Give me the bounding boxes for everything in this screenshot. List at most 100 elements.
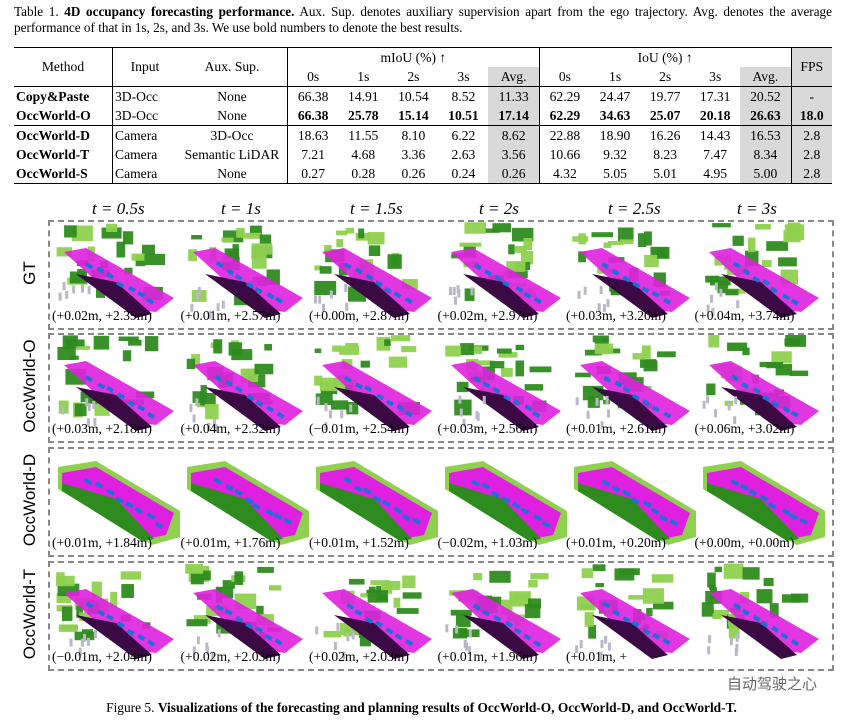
scene-cell — [56, 335, 182, 440]
scene-cell — [443, 335, 569, 440]
occupancy-visualization — [575, 335, 690, 431]
table-cell: 9.32 — [603, 146, 627, 162]
table-cell: 19.77 — [649, 88, 681, 104]
header-miou: mIoU (%) ↑ — [287, 47, 540, 67]
table-cell: 34.63 — [599, 107, 631, 123]
watermark: 自动驾驶之心 — [726, 675, 817, 693]
occupancy-visualization — [57, 335, 174, 431]
table-cell: 2.63 — [451, 146, 476, 162]
table-cell: 7.47 — [703, 146, 728, 162]
occupancy-visualization — [56, 223, 174, 318]
scene-cell — [185, 335, 311, 440]
table-cell: - — [790, 86, 832, 106]
table-cell: 25.07 — [649, 107, 681, 123]
table-cell: None — [217, 107, 247, 123]
table-cell: Camera — [112, 145, 177, 164]
table-cell: Copy&Paste — [16, 88, 90, 104]
table-caption: Table 1. 4D occupancy forecasting perfor… — [14, 4, 833, 35]
table-cell: 24.47 — [599, 88, 631, 104]
scene-cell — [443, 222, 569, 327]
scene-cell — [701, 563, 827, 668]
table-cell: None — [217, 88, 247, 104]
table-cell: 4.32 — [538, 164, 591, 184]
ego-coordinate: (+0.01m, +2.61m) — [566, 421, 666, 436]
table-cell: 18.90 — [599, 127, 631, 143]
ego-coordinate: (+0.01m, +1.76m) — [180, 535, 281, 550]
header-method: Method — [14, 47, 113, 87]
scene-cell — [314, 449, 440, 554]
table-cell: Camera — [112, 164, 177, 184]
table-cell: 3D-Occ — [112, 86, 177, 106]
ego-coordinate: (+0.01m, +0.20m) — [566, 535, 666, 550]
scene-cell — [443, 563, 569, 668]
header-iou: IoU (%) ↑ — [538, 47, 791, 67]
ego-coordinate: (+0.02m, +2.03m) — [180, 649, 281, 664]
row-label: OccWorld-D — [20, 453, 39, 547]
ego-coordinate: (+0.01m, +1.96m) — [437, 649, 538, 664]
occupancy-visualization — [703, 461, 825, 545]
occupancy-visualization — [705, 222, 819, 318]
ego-coordinate: (+0.03m, +2.18m) — [52, 421, 152, 436]
ego-coordinate: (+0.04m, +3.74m) — [694, 308, 795, 323]
occupancy-visualization — [185, 563, 303, 660]
table-cell: 26.63 — [740, 106, 791, 126]
table-cell: 14.91 — [348, 88, 379, 104]
table-cell: 3.56 — [488, 145, 540, 164]
table-cell: 10.51 — [448, 107, 479, 123]
table-cell: 20.18 — [699, 107, 731, 123]
scene-cell — [56, 563, 182, 668]
header-sub: 0s — [287, 67, 339, 87]
header-sub: 3s — [457, 68, 470, 84]
scene-cell — [572, 449, 698, 554]
header-sub: 0s — [538, 67, 591, 87]
table-cell: 15.14 — [398, 107, 429, 123]
occupancy-visualization — [314, 227, 432, 318]
table-cell: 11.55 — [348, 127, 379, 143]
table-cell: 4.68 — [351, 146, 376, 162]
scene-cell — [443, 449, 569, 554]
header-sub: 1s — [357, 68, 370, 84]
occupancy-visualization — [187, 461, 309, 545]
scene-cell — [314, 222, 440, 327]
ego-coordinate: (+0.02m, +2.39m) — [52, 308, 152, 323]
time-label: t = 0.5s — [92, 199, 145, 218]
ego-coordinate: (+0.06m, +3.02m) — [694, 421, 795, 436]
table-cell: 10.54 — [398, 88, 429, 104]
scene-cell — [572, 563, 698, 668]
ego-coordinate: (−0.02m, +1.03m) — [437, 535, 538, 550]
table-cell: 2.8 — [790, 145, 832, 164]
occupancy-visualization — [186, 339, 303, 433]
table-cell: 25.78 — [348, 107, 379, 123]
table-cell: 18.63 — [287, 125, 339, 145]
table-cell: 6.22 — [451, 127, 476, 143]
occupancy-visualization — [56, 571, 174, 659]
occupancy-visualization — [314, 335, 432, 431]
ego-coordinate: (+0.01m, +2.57m) — [180, 308, 281, 323]
scene-cell — [701, 449, 827, 554]
row-label: OccWorld-T — [20, 568, 39, 660]
table-cell: 5.00 — [740, 164, 791, 184]
scene-cell — [701, 335, 827, 440]
table-cell: 11.33 — [488, 86, 540, 106]
header-sub: Avg. — [488, 67, 540, 87]
figure-caption: Figure 5. Visualizations of the forecast… — [106, 700, 737, 715]
header-sub: Avg. — [740, 67, 791, 87]
table-cell: 0.26 — [488, 164, 540, 184]
table-cell: 8.34 — [740, 145, 791, 164]
scene-cell — [572, 335, 698, 440]
occupancy-visualization — [58, 461, 180, 545]
visualization-panel-occworld-d — [48, 447, 834, 557]
table-row: OccWorld-T Camera Semantic LiDAR 7.21 4.68 3.… — [14, 145, 832, 164]
table-cell: Camera — [112, 125, 177, 145]
row-label: GT — [20, 261, 39, 285]
table-cell: Semantic LiDAR — [184, 146, 280, 162]
table-cell: 66.38 — [287, 86, 339, 106]
visualization-panel-occworld-t — [48, 561, 834, 671]
ego-coordinate: (+0.02m, +2.03m) — [309, 649, 409, 664]
occupancy-visualization — [574, 461, 696, 545]
table-cell: 7.21 — [287, 145, 339, 164]
table-cell: 62.29 — [538, 86, 591, 106]
occupancy-visualization — [445, 461, 567, 545]
ego-coordinate: (+0.00m, +0.00m) — [694, 535, 795, 550]
table-cell: 16.26 — [649, 127, 681, 143]
